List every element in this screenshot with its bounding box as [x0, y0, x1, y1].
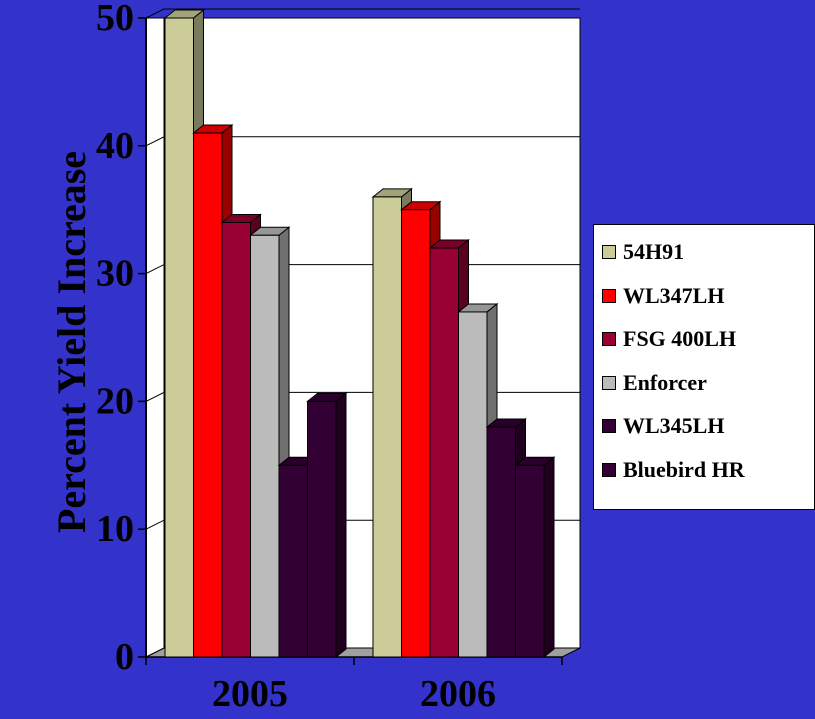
y-tick-label: 10 — [96, 508, 134, 550]
legend-label: 54H91 — [623, 239, 685, 264]
legend-swatch — [602, 332, 616, 346]
legend-swatch — [602, 288, 616, 303]
legend-label: WL347LH — [623, 282, 725, 308]
legend-label: Bluebird HR — [623, 456, 745, 482]
legend-item: Enforcer — [602, 368, 707, 398]
chart-legend: 54H91 WL347LH FSG 400LH Enforcer WL345LH Blue… — [593, 224, 815, 510]
legend-item: WL347LH — [602, 281, 724, 311]
x-category-label: 2006 — [420, 673, 496, 715]
legend-item: Bluebird HR — [602, 455, 745, 485]
y-tick-label: 20 — [96, 380, 134, 422]
y-tick-label: 0 — [115, 636, 134, 678]
legend-swatch — [602, 462, 616, 477]
legend-item: WL345LH — [602, 411, 724, 441]
legend-item: FSG 400LH — [602, 324, 736, 354]
legend-swatch — [602, 375, 616, 390]
y-tick-label: 40 — [96, 125, 134, 167]
bar-bluebird-hr-2006 — [514, 456, 556, 659]
x-category-label: 2005 — [212, 673, 288, 715]
legend-label: Enforcer — [623, 369, 707, 395]
legend-label: FSG 400LH — [623, 326, 737, 351]
legend-label: WL345LH — [623, 413, 725, 438]
y-tick-label: 50 — [96, 0, 134, 39]
y-axis-title: Percent Yield Increase — [49, 151, 94, 533]
y-tick-label: 30 — [96, 253, 134, 295]
legend-swatch — [602, 245, 616, 259]
chart-side-wall — [145, 17, 165, 658]
legend-item: 54H91 — [602, 237, 684, 267]
legend-swatch — [602, 419, 616, 433]
gridline — [145, 136, 580, 147]
bar-bluebird-hr-2005 — [306, 392, 348, 659]
gridline — [145, 8, 580, 19]
